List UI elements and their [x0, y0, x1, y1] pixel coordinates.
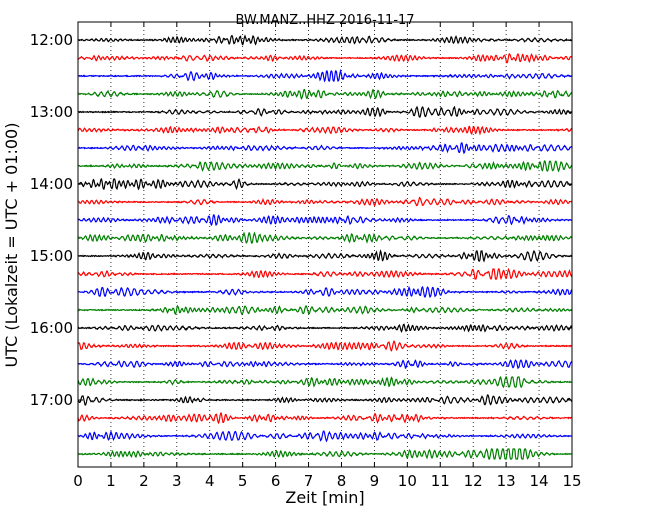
y-tick-label: 17:00: [30, 391, 73, 409]
seismic-trace: [77, 394, 573, 406]
seismic-trace: [77, 359, 573, 370]
x-tick-label: 8: [337, 472, 347, 490]
x-tick-label: 3: [172, 472, 182, 490]
x-tick-label: 0: [73, 472, 83, 490]
x-tick-label: 13: [497, 472, 516, 490]
seismic-trace: [77, 411, 573, 425]
x-tick-label: 11: [431, 472, 450, 490]
x-tick-label: 4: [205, 472, 215, 490]
seismic-trace: [77, 249, 573, 263]
x-tick-label: 2: [139, 472, 149, 490]
chart-title: BW.MANZ..HHZ 2016-11-17: [235, 13, 414, 28]
x-axis-label: Zeit [min]: [285, 488, 364, 507]
seismic-trace: [77, 88, 573, 101]
seismic-trace: [77, 177, 573, 191]
x-tick-label: 1: [106, 472, 116, 490]
seismic-trace: [77, 160, 573, 173]
seismic-trace: [77, 34, 573, 46]
x-tick-label: 15: [562, 472, 581, 490]
seismic-trace: [77, 105, 573, 118]
seismic-trace: [77, 448, 573, 460]
trace-layer: [77, 34, 573, 460]
seismic-trace: [77, 323, 573, 333]
y-tick-label: 16:00: [30, 319, 73, 337]
y-tick-label: 14:00: [30, 175, 73, 193]
plot-frame: [77, 21, 573, 468]
x-axis: 0 1 2 3 4 5 6 7 8 9 10 11 12 13 14 15: [73, 22, 582, 490]
seismic-trace: [77, 125, 573, 136]
x-tick-label: 14: [530, 472, 549, 490]
x-tick-label: 7: [304, 472, 314, 490]
seismic-trace: [77, 430, 573, 443]
seismic-trace: [77, 231, 573, 244]
seismic-trace: [77, 267, 573, 281]
y-axis-label: UTC (Lokalzeit = UTC + 01:00): [2, 123, 21, 368]
seismic-trace: [77, 375, 573, 389]
x-tick-label: 10: [398, 472, 417, 490]
x-tick-label: 9: [370, 472, 380, 490]
seismic-trace: [77, 285, 573, 299]
y-tick-label: 15:00: [30, 247, 73, 265]
y-axis: 12:00 13:00 14:00 15:00 16:00 17:00: [30, 31, 572, 409]
y-tick-label: 12:00: [30, 31, 73, 49]
x-tick-label: 12: [464, 472, 483, 490]
seismic-trace: [77, 340, 573, 352]
seismic-trace: [77, 142, 573, 155]
x-tick-label: 6: [271, 472, 281, 490]
seismic-trace: [77, 196, 573, 207]
seismic-trace: [77, 68, 573, 83]
x-tick-label: 5: [238, 472, 248, 490]
seismic-trace: [77, 304, 573, 316]
y-tick-label: 13:00: [30, 103, 73, 121]
seismic-trace: [77, 53, 573, 64]
seismic-trace: [77, 214, 573, 227]
